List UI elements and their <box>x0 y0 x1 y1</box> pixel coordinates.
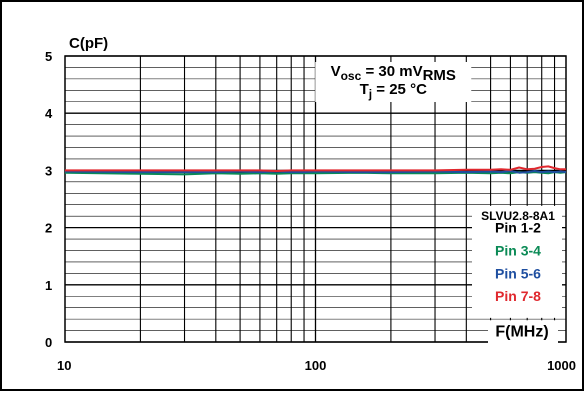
condition-tj: Tj = 25 °C <box>360 81 427 101</box>
x-axis-label-background <box>488 320 558 345</box>
series-layer <box>64 165 567 176</box>
legend-entry: Pin 5-6 <box>495 265 541 281</box>
x-tick-labels: 10 100 1000 <box>57 358 576 373</box>
y-axis-label: C(pF) <box>69 35 108 52</box>
series-line <box>65 165 566 172</box>
y-tick-label: 0 <box>45 335 52 350</box>
tj-value: = 25 °C <box>372 81 427 98</box>
tj-symbol: T <box>360 81 369 98</box>
series-pin7-8 <box>65 165 566 172</box>
vosc-symbol: V <box>331 63 341 80</box>
legend-entry: Pin 7-8 <box>495 288 541 304</box>
x-tick-label: 1000 <box>547 358 576 373</box>
legend: SLVU2.8-8A1 Pin 1-2 Pin 3-4 Pin 5-6 Pin 7-8 <box>472 205 562 318</box>
x-axis-label: F(MHz) <box>495 324 548 341</box>
y-tick-label: 4 <box>45 106 53 121</box>
series-line <box>64 170 567 174</box>
legend-title: SLVU2.8-8A1 <box>481 209 555 223</box>
y-tick-labels: 0 1 2 3 4 5 <box>45 49 53 350</box>
series-pin5-6 <box>64 170 567 174</box>
plot-border <box>64 55 567 343</box>
y-tick-label: 2 <box>45 221 52 236</box>
x-tick-label: 10 <box>57 358 71 373</box>
vosc-rms-subscript: RMS <box>423 67 456 84</box>
x-tick-label: 100 <box>305 358 327 373</box>
vosc-subscript: osc <box>341 69 362 83</box>
y-tick-label: 3 <box>45 163 52 178</box>
conditions-annotation: Vosc = 30 mVRMS Tj = 25 °C <box>315 62 472 102</box>
condition-vosc: Vosc = 30 mVRMS <box>331 63 456 84</box>
conditions-box <box>315 62 472 102</box>
y-tick-label: 1 <box>45 278 52 293</box>
legend-entry: Pin 3-4 <box>495 242 541 258</box>
vosc-value: = 30 mV <box>361 63 422 80</box>
y-tick-label: 5 <box>45 49 52 64</box>
legend-background <box>472 205 562 318</box>
legend-entry: Pin 1-2 <box>495 220 541 236</box>
tj-subscript: j <box>368 87 372 101</box>
